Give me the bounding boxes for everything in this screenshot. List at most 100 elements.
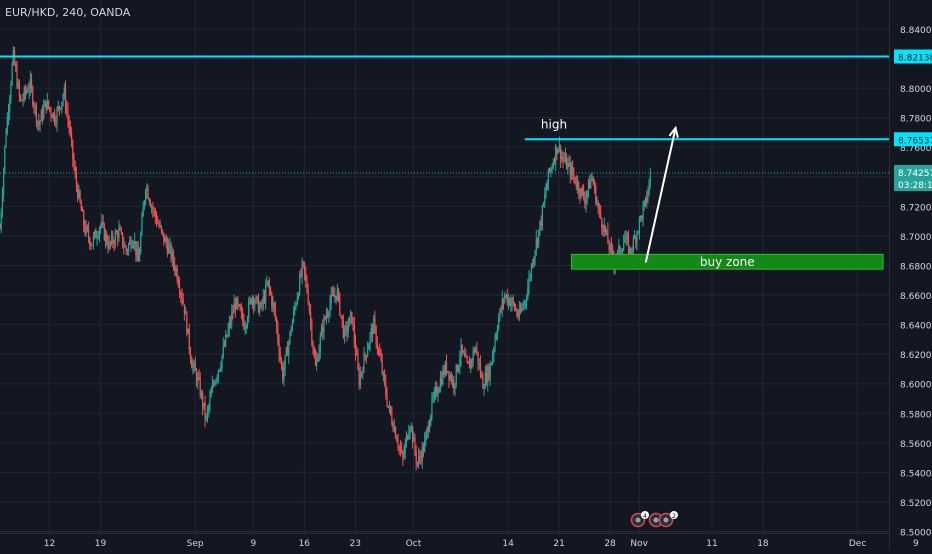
candle-body: [284, 355, 286, 369]
candle-body: [408, 432, 410, 439]
candle-body: [467, 361, 469, 365]
candle-body: [523, 301, 525, 307]
candle-body: [473, 350, 476, 353]
candle-body: [98, 228, 101, 236]
event-badge-icon[interactable]: [630, 512, 646, 528]
candle-body: [510, 302, 512, 306]
candle-body: [603, 225, 605, 232]
candle-body: [455, 364, 457, 384]
candle-body: [32, 88, 34, 105]
candle-body: [274, 308, 277, 318]
candle-body: [169, 244, 171, 246]
candle-body: [240, 309, 243, 313]
candle-body: [608, 243, 610, 251]
candle-body: [124, 246, 126, 248]
candle-body: [619, 245, 621, 254]
candle-body: [146, 187, 148, 191]
candle-body: [434, 387, 437, 392]
event-badge-icon[interactable]: [658, 512, 674, 528]
candle-body: [464, 353, 466, 357]
candle-body: [534, 251, 536, 258]
candle-body: [314, 356, 317, 366]
candle-body: [221, 355, 223, 367]
candle-body: [387, 405, 389, 407]
candle-body: [152, 206, 154, 210]
candle-body: [413, 437, 415, 442]
candle-body: [432, 397, 434, 399]
last-price-text: 8.74257: [898, 169, 932, 179]
candle-body: [505, 294, 507, 296]
candle-body: [346, 326, 348, 333]
candle-body: [410, 426, 412, 428]
candle-body: [607, 230, 609, 244]
candle-body: [419, 455, 421, 458]
candle-body: [487, 367, 489, 383]
candle-body: [278, 341, 280, 354]
candle-body: [121, 232, 124, 246]
candle-body: [553, 162, 556, 164]
candle-body: [576, 182, 579, 187]
candle-body: [97, 235, 99, 238]
candle-body: [232, 312, 234, 314]
candle-body: [574, 176, 576, 184]
candle-body: [40, 111, 42, 122]
price-tick-label: 8.52000: [900, 499, 932, 509]
candle-body: [282, 366, 284, 380]
candle-body: [380, 355, 382, 361]
candle-body: [30, 79, 33, 89]
candle-body: [396, 437, 398, 442]
candle-body: [58, 106, 61, 108]
candle-body: [415, 450, 417, 463]
candle-body: [363, 354, 365, 373]
candle-body: [231, 312, 233, 324]
candle-body: [296, 297, 298, 305]
candle-body: [488, 367, 490, 379]
candle-body: [78, 190, 80, 198]
candle-body: [403, 453, 405, 458]
candle-body: [202, 392, 204, 408]
candle-body: [519, 309, 522, 312]
candle-body: [269, 288, 272, 295]
symbol-label: EUR/HKD, 240, OANDA: [5, 6, 131, 19]
candle-body: [376, 343, 378, 349]
candle-body: [325, 315, 327, 319]
candle-body: [191, 359, 193, 369]
candle-body: [223, 345, 226, 347]
candle-body: [299, 274, 301, 295]
candle-body: [450, 375, 452, 383]
candle-body: [568, 162, 570, 164]
candle-body: [263, 296, 266, 302]
candle-body: [418, 455, 420, 464]
candle-body: [312, 341, 314, 351]
time-tick-label: 9: [250, 539, 256, 549]
candle-body: [580, 187, 582, 197]
candle-body: [545, 190, 547, 195]
candle-body: [341, 315, 343, 321]
candle-body: [66, 108, 68, 111]
event-badge-icon[interactable]: [648, 512, 664, 528]
candle-body: [552, 162, 554, 168]
candle-body: [458, 366, 460, 372]
price-tick-label: 8.70000: [900, 233, 932, 243]
candle-body: [502, 299, 505, 301]
candle-body: [180, 292, 182, 295]
candle-body: [345, 326, 347, 329]
candle-body: [431, 397, 433, 416]
countdown-text: 03:28:18: [898, 181, 932, 191]
candle-body: [252, 297, 255, 306]
candle-body: [362, 371, 364, 373]
candle-body: [135, 240, 137, 255]
candle-body: [630, 247, 632, 255]
candle-body: [106, 233, 108, 244]
candle-body: [438, 388, 440, 393]
candle-body: [249, 299, 251, 302]
candle-body: [359, 374, 361, 385]
candle-body: [227, 328, 229, 337]
candle-body: [354, 341, 357, 354]
candle-body: [43, 107, 45, 119]
candle-body: [34, 105, 36, 108]
candle-body: [612, 249, 614, 259]
candle-body: [243, 320, 245, 329]
